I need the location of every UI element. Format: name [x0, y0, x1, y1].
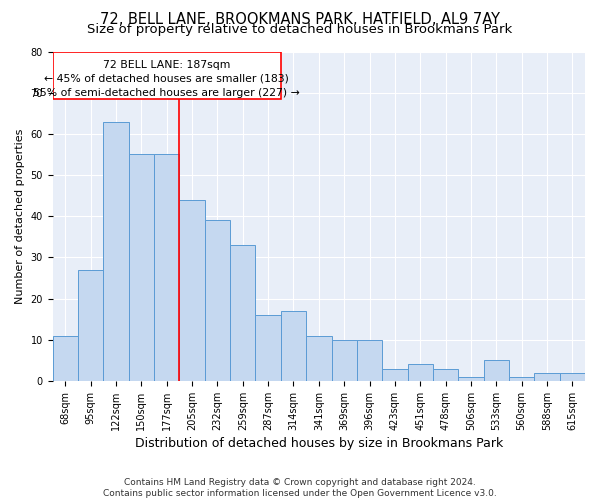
Bar [129, 154, 154, 381]
Text: 72, BELL LANE, BROOKMANS PARK, HATFIELD, AL9 7AY: 72, BELL LANE, BROOKMANS PARK, HATFIELD,… [100, 12, 500, 28]
Bar [332, 340, 357, 381]
Bar [205, 220, 230, 381]
X-axis label: Distribution of detached houses by size in Brookmans Park: Distribution of detached houses by size … [135, 437, 503, 450]
Bar [560, 372, 585, 381]
Bar [154, 154, 179, 381]
Bar [509, 377, 535, 381]
Bar [281, 311, 306, 381]
Bar [458, 377, 484, 381]
Bar [535, 372, 560, 381]
Bar [407, 364, 433, 381]
Bar [382, 368, 407, 381]
Bar [484, 360, 509, 381]
Text: Contains HM Land Registry data © Crown copyright and database right 2024.
Contai: Contains HM Land Registry data © Crown c… [103, 478, 497, 498]
Bar [306, 336, 332, 381]
FancyBboxPatch shape [53, 52, 281, 99]
Bar [357, 340, 382, 381]
Y-axis label: Number of detached properties: Number of detached properties [15, 128, 25, 304]
Bar [433, 368, 458, 381]
Text: 72 BELL LANE: 187sqm: 72 BELL LANE: 187sqm [103, 60, 230, 70]
Text: ← 45% of detached houses are smaller (183): ← 45% of detached houses are smaller (18… [44, 74, 289, 84]
Bar [256, 315, 281, 381]
Text: Size of property relative to detached houses in Brookmans Park: Size of property relative to detached ho… [88, 22, 512, 36]
Bar [179, 200, 205, 381]
Bar [78, 270, 103, 381]
Bar [103, 122, 129, 381]
Bar [53, 336, 78, 381]
Bar [230, 245, 256, 381]
Text: 55% of semi-detached houses are larger (227) →: 55% of semi-detached houses are larger (… [34, 88, 300, 98]
